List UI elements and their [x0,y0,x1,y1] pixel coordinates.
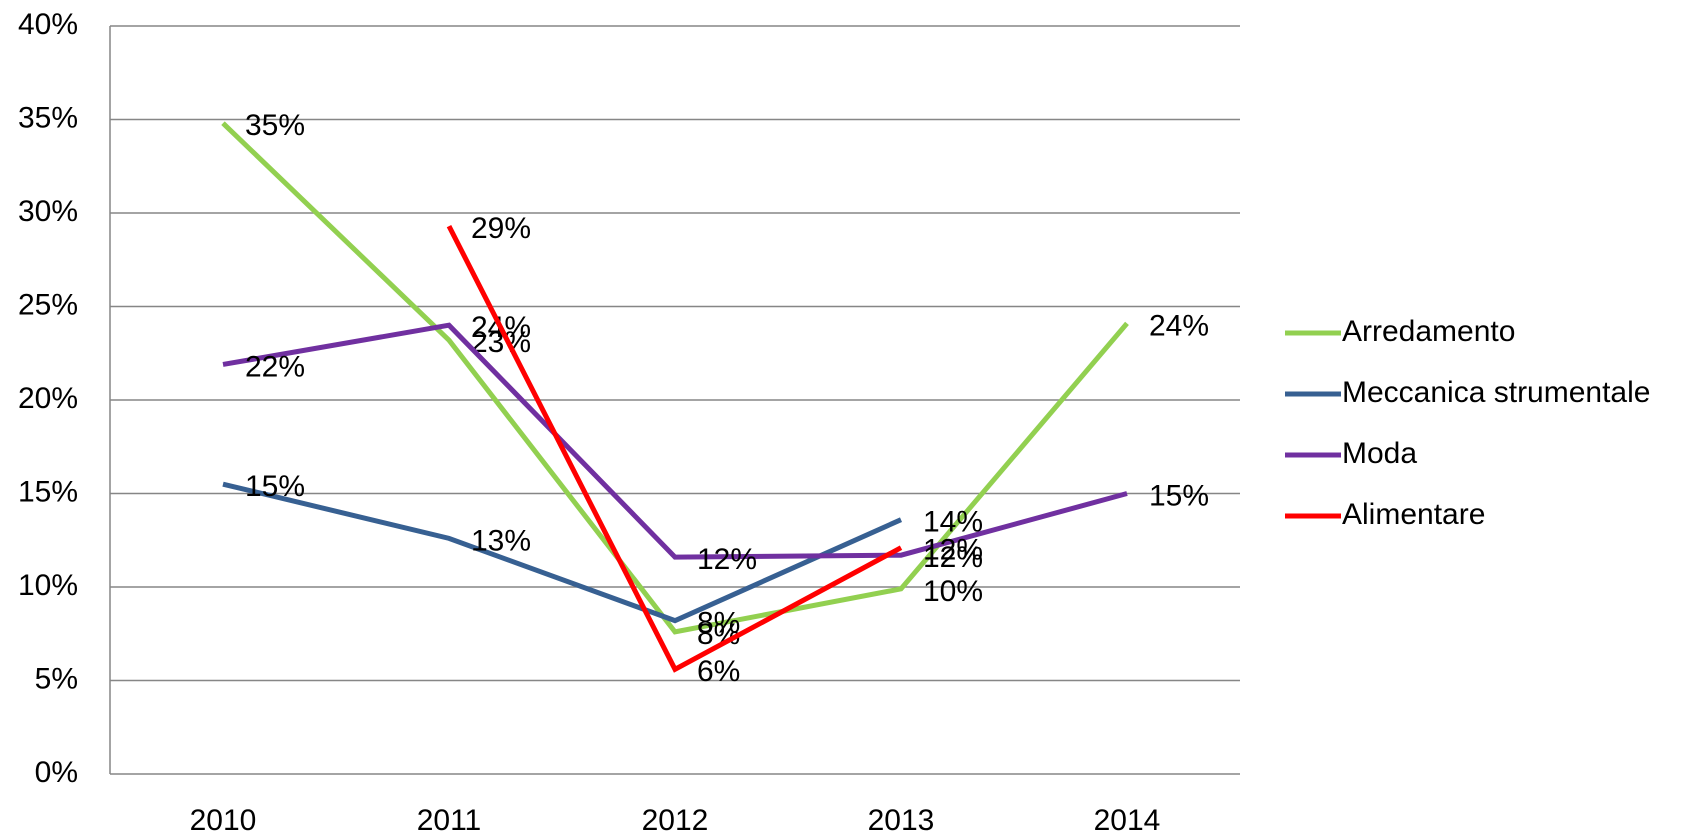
data-label: 8% [697,607,740,640]
x-tick-label: 2013 [868,804,935,837]
series-line [222,481,903,624]
y-tick-label: 10% [18,569,78,602]
legend-label: Meccanica strumentale [1342,376,1650,409]
y-tick-label: 40% [18,8,78,41]
y-tick-label: 25% [18,288,78,321]
data-label: 15% [1149,479,1209,512]
x-tick-label: 2011 [417,804,482,837]
data-label: 12% [923,534,983,567]
legend-label: Moda [1342,437,1417,470]
data-label: 22% [245,350,305,383]
data-label: 10% [923,575,983,608]
legend-label: Alimentare [1342,498,1485,531]
data-label: 12% [923,541,983,574]
y-tick-label: 35% [18,101,78,134]
y-tick-label: 30% [18,195,78,228]
data-label: 29% [471,212,531,245]
series-line [446,224,903,673]
x-tick-label: 2012 [642,804,709,837]
series-line [222,322,1128,560]
x-tick-label: 2010 [190,804,257,837]
y-tick-label: 5% [35,662,78,695]
x-tick-label: 2014 [1094,804,1161,837]
y-tick-label: 15% [18,475,78,508]
legend-label: Arredamento [1342,315,1515,348]
y-tick-label: 20% [18,382,78,415]
y-tick-label: 0% [35,756,78,789]
data-label: 13% [471,524,531,557]
data-label: 12% [697,543,757,576]
data-label: 15% [245,470,305,503]
data-label: 35% [245,109,305,142]
data-label: 24% [1149,309,1209,342]
series-line [221,121,1129,635]
data-label: 6% [697,655,740,688]
